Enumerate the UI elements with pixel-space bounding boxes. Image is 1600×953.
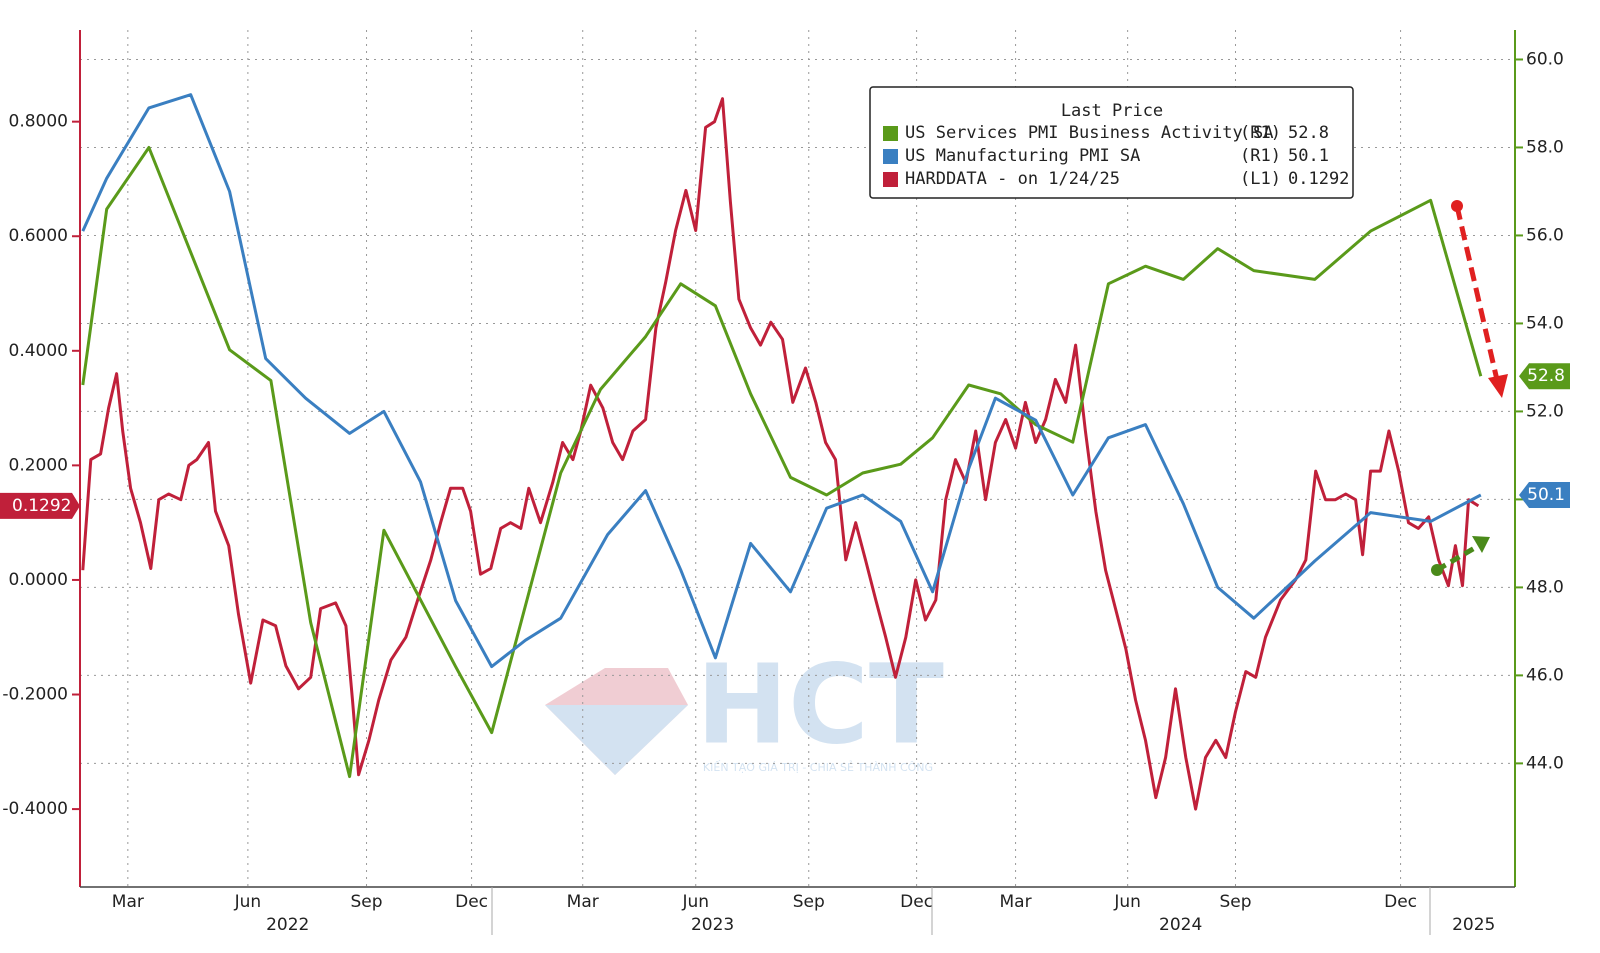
red-arrowhead [1488, 374, 1508, 398]
y2-tick-label: 58.0 [1526, 137, 1564, 157]
x-tick-label: Dec [900, 892, 933, 912]
year-label: 2025 [1452, 915, 1495, 935]
x-tick-label: Sep [351, 892, 383, 912]
legend-value: 50.1 [1288, 146, 1329, 166]
watermark-shape [545, 705, 688, 775]
y2-tick-label: 56.0 [1526, 225, 1564, 245]
y2-tick-label: 46.0 [1526, 665, 1564, 685]
legend: Last Price US Services PMI Business Acti… [869, 86, 1354, 199]
y-tick-label: -0.4000 [2, 799, 68, 819]
y-tick-label: 0.8000 [9, 112, 68, 132]
x-tick-label: Jun [681, 892, 709, 912]
legend-tag: (L1) [1240, 169, 1281, 189]
legend-swatch [883, 172, 898, 187]
flag-shape [0, 492, 80, 519]
legend-swatch [883, 149, 898, 164]
watermark-slogan: KIẾN TẠO GIÁ TRỊ - CHIA SẺ THÀNH CÔNG [703, 760, 933, 774]
plot [81, 93, 1483, 811]
legend-title: Last Price [1061, 101, 1163, 121]
flag-label: 50.1 [1527, 485, 1565, 505]
legend-box [869, 86, 1354, 199]
y2-tick-label: 54.0 [1526, 313, 1564, 333]
last-value-flag: 50.1 [1519, 482, 1570, 509]
x-tick-label: Dec [1384, 892, 1417, 912]
flag-shape [1519, 363, 1570, 390]
y2-tick-label: 60.0 [1526, 49, 1564, 69]
red-arrow [1454, 205, 1500, 381]
x-tick-label: Mar [1000, 892, 1032, 912]
last-value-flag: 0.1292 [0, 492, 80, 519]
y-tick-label: 0.4000 [9, 341, 68, 361]
legend-label: US Manufacturing PMI SA [905, 146, 1140, 166]
watermark-shape [545, 668, 688, 775]
flags: 52.8 50.1 0.1292 [0, 363, 1570, 519]
green-arrowhead [1472, 536, 1490, 553]
x-tick-label: Mar [567, 892, 599, 912]
x-tick-label: Dec [455, 892, 488, 912]
legend-label: US Services PMI Business Activity SA [905, 123, 1273, 143]
year-label: 2024 [1159, 915, 1202, 935]
legend-swatch [883, 126, 898, 141]
legend-value: 52.8 [1288, 123, 1329, 143]
flag-label: 52.8 [1527, 366, 1565, 386]
y2-tick-label: 48.0 [1526, 577, 1564, 597]
watermark-logo: HCT [696, 640, 944, 768]
y-tick-label: -0.2000 [2, 685, 68, 705]
x-tick-label: Sep [1219, 892, 1251, 912]
legend-label: HARDDATA - on 1/24/25 [905, 169, 1120, 189]
grid: 44.046.048.050.052.054.056.058.060.0-0.4… [2, 30, 1564, 935]
year-label: 2022 [266, 915, 309, 935]
legend-value: 0.1292 [1288, 169, 1349, 189]
x-tick-label: Jun [234, 892, 262, 912]
x-tick-label: Jun [1113, 892, 1141, 912]
series-line [81, 97, 1480, 811]
y-tick-label: 0.2000 [9, 455, 68, 475]
series-line [81, 146, 1483, 779]
y2-tick-label: 44.0 [1526, 753, 1564, 773]
series-line [81, 93, 1482, 669]
x-tick-label: Mar [112, 892, 144, 912]
y2-tick-label: 52.0 [1526, 401, 1564, 421]
flag-label: 0.1292 [12, 496, 71, 516]
y-tick-label: 0.0000 [9, 570, 68, 590]
legend-tag: (R1) [1240, 146, 1281, 166]
year-label: 2023 [691, 915, 734, 935]
green-arrow [1435, 543, 1480, 573]
annotation-arrows [1431, 200, 1508, 576]
last-value-flag: 52.8 [1519, 363, 1570, 390]
y-tick-label: 0.6000 [9, 226, 68, 246]
legend-tag: (R1) [1240, 123, 1281, 143]
x-tick-label: Sep [793, 892, 825, 912]
flag-shape [1519, 482, 1570, 509]
